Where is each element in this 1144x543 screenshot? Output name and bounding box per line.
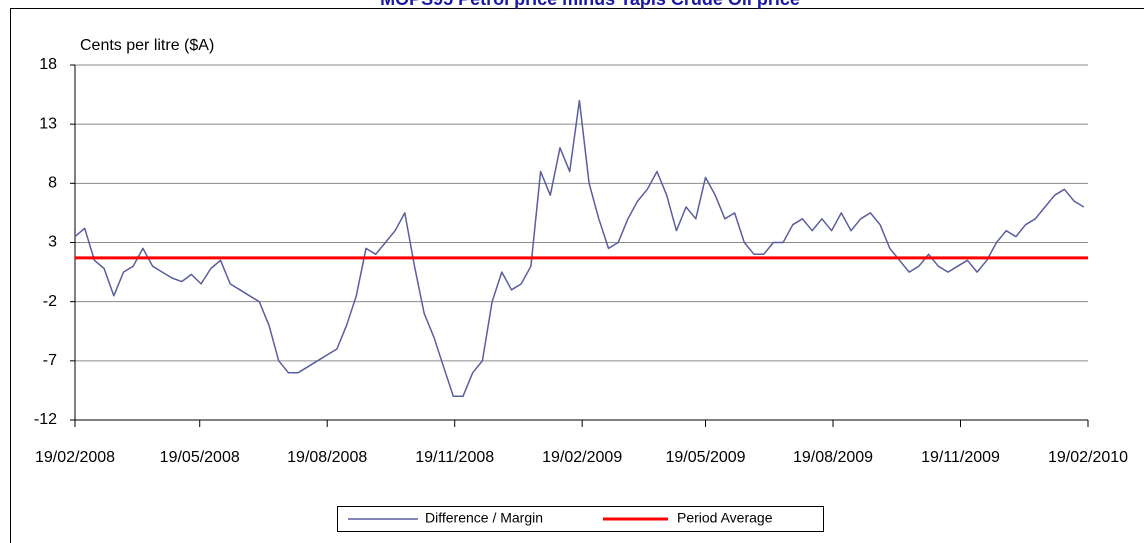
x-tick-label: 19/05/2009 (665, 449, 745, 466)
data-line (74, 99, 1085, 398)
x-tick-label: 19/11/2008 (415, 449, 494, 466)
chart-border (10, 8, 1144, 543)
x-tick-label: 19/02/2010 (1048, 449, 1128, 466)
y-tick-label: 13 (39, 115, 57, 132)
chart-title: MOPS95 Petrol price minus Tapis Crude Oi… (380, 0, 800, 9)
x-tick-label: 19/08/2008 (287, 449, 367, 466)
x-tick-label: 19/02/2008 (35, 449, 115, 466)
y-tick-label: -2 (43, 293, 57, 310)
y-tick-label: 3 (48, 234, 57, 251)
x-tick-label: 19/02/2009 (542, 449, 622, 466)
legend-label: Difference / Margin (425, 510, 543, 526)
y-tick-label: 18 (39, 56, 57, 73)
y-tick-label: 8 (48, 175, 57, 192)
y-axis-label: Cents per litre ($A) (80, 37, 214, 54)
x-tick-label: 19/11/2009 (921, 449, 1000, 466)
x-tick-label: 19/08/2009 (793, 449, 873, 466)
y-tick-label: -7 (43, 352, 57, 369)
y-tick-label: -12 (34, 411, 57, 428)
x-tick-label: 19/05/2008 (160, 449, 240, 466)
legend-box (337, 506, 824, 532)
legend-label: Period Average (677, 510, 773, 526)
